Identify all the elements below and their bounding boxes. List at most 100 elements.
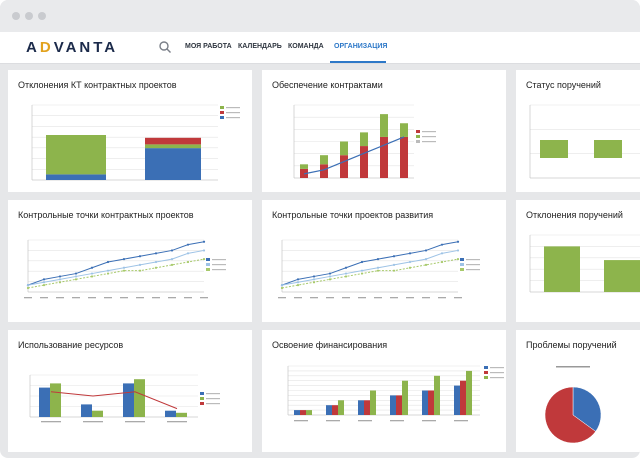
- tick-label: [342, 297, 350, 299]
- data-point: [90, 272, 94, 275]
- data-point: [344, 275, 348, 278]
- data-point: [122, 258, 126, 261]
- bar: [360, 132, 368, 147]
- tick-label: [56, 297, 64, 299]
- data-point: [424, 258, 428, 261]
- card-title: Проблемы поручений: [526, 340, 617, 350]
- bar: [380, 114, 388, 137]
- data-point: [360, 260, 364, 264]
- legend-text: [226, 107, 240, 109]
- data-point: [26, 284, 30, 287]
- window-dot-minimize[interactable]: [25, 12, 33, 20]
- bar: [434, 375, 440, 415]
- bar: [306, 410, 312, 415]
- legend-text: [206, 393, 220, 395]
- legend-text: [226, 117, 240, 119]
- legend-text: [490, 377, 504, 379]
- card-kt-contract-points[interactable]: Контрольные точки контрактных проектов: [8, 200, 252, 322]
- legend-swatch: [206, 268, 210, 271]
- bar: [460, 380, 466, 415]
- data-point: [280, 284, 284, 287]
- tick-label: [278, 297, 286, 299]
- legend-swatch: [220, 106, 224, 109]
- legend-swatch: [220, 116, 224, 119]
- data-point: [376, 258, 380, 261]
- card-kt-dev-points[interactable]: Контрольные точки проектов развития: [262, 200, 506, 322]
- nav-organization[interactable]: ОРГАНИЗАЦИЯ: [334, 43, 388, 50]
- nav-team[interactable]: КОМАНДА: [288, 43, 324, 50]
- tick-label: [125, 421, 145, 423]
- card-resources[interactable]: Использование ресурсов: [8, 330, 252, 452]
- card-title: Контрольные точки проектов развития: [272, 210, 434, 220]
- legend-text: [466, 269, 480, 271]
- tick-label: [422, 297, 430, 299]
- data-point: [312, 281, 316, 284]
- data-point: [74, 272, 78, 275]
- card-orders-deviation[interactable]: Отклонения поручений: [516, 200, 640, 322]
- data-point: [344, 266, 348, 269]
- data-point: [360, 269, 364, 272]
- nav-calendar[interactable]: КАЛЕНДАРЬ: [238, 43, 282, 50]
- tick-label: [104, 297, 112, 299]
- card-title: Отклонения КТ контрактных проектов: [18, 80, 177, 90]
- data-point: [408, 260, 412, 264]
- legend-swatch: [220, 111, 224, 114]
- pie-slice: [572, 386, 602, 432]
- tick-label: [83, 421, 103, 423]
- legend-swatch: [416, 135, 420, 138]
- series-line: [281, 258, 459, 289]
- data-point: [376, 269, 380, 272]
- pie-label: [556, 366, 590, 368]
- bar: [544, 246, 580, 292]
- legend-swatch: [460, 258, 464, 261]
- data-point: [408, 266, 412, 269]
- logo-part: A: [26, 39, 40, 56]
- resources-chart: [29, 374, 220, 423]
- tick-label: [41, 421, 61, 423]
- tick-label: [200, 297, 208, 299]
- bar: [332, 405, 338, 415]
- card-orders-problems[interactable]: Проблемы поручений: [516, 330, 640, 452]
- card-kt-deviation[interactable]: Отклонения КТ контрактных проектов: [8, 70, 252, 192]
- legend-swatch: [200, 392, 204, 395]
- data-point: [90, 275, 94, 278]
- bar: [594, 140, 622, 158]
- window-dot-maximize[interactable]: [38, 12, 46, 20]
- data-point: [440, 260, 444, 264]
- tick-label: [167, 421, 187, 423]
- tick-label: [40, 297, 48, 299]
- bar: [50, 383, 61, 417]
- legend-text: [466, 264, 480, 266]
- bar: [145, 144, 201, 149]
- data-point: [154, 252, 158, 255]
- orders-deviation-chart: [529, 234, 640, 293]
- legend-text: [206, 398, 220, 400]
- search-icon[interactable]: [158, 40, 172, 54]
- tick-label: [390, 297, 398, 299]
- bar: [338, 400, 344, 415]
- data-point: [122, 266, 126, 269]
- data-point: [186, 252, 190, 255]
- bar: [300, 410, 306, 415]
- app-logo[interactable]: ADVANTA: [26, 39, 118, 56]
- pie-slice: [544, 386, 597, 444]
- bar: [360, 146, 368, 178]
- card-contracts[interactable]: Обеспечение контрактами: [262, 70, 506, 192]
- card-financing[interactable]: Освоение финансирования: [262, 330, 506, 452]
- card-orders-status[interactable]: Статус поручений: [516, 70, 640, 192]
- data-point: [456, 249, 460, 252]
- bar: [364, 400, 370, 415]
- nav-my-work[interactable]: МОЯ РАБОТА: [185, 43, 232, 50]
- window-dot-close[interactable]: [12, 12, 20, 20]
- data-point: [106, 260, 110, 264]
- nav-active-indicator: [330, 61, 386, 63]
- kt-deviation-chart: [31, 104, 240, 181]
- contracts-chart: [293, 104, 436, 179]
- tick-label: [358, 297, 366, 299]
- data-point: [296, 284, 300, 287]
- tick-label: [152, 297, 160, 299]
- bar: [300, 164, 308, 169]
- data-point: [138, 263, 142, 266]
- data-point: [408, 252, 412, 255]
- data-point: [138, 269, 142, 272]
